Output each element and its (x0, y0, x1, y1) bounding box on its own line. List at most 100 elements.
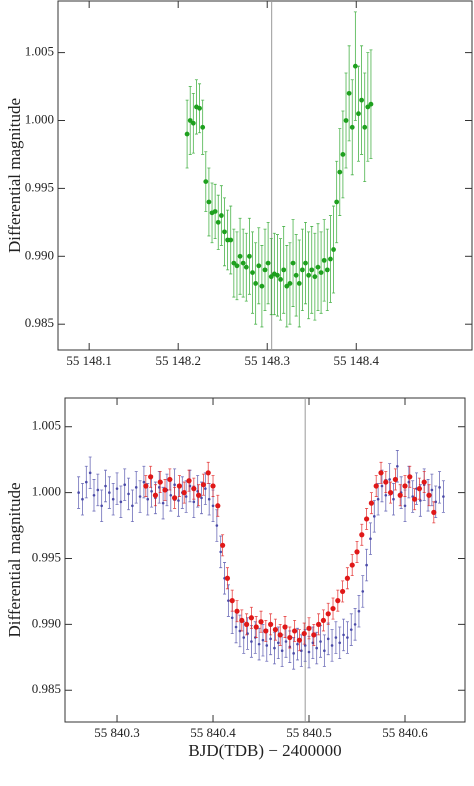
data-point (184, 495, 188, 498)
x-tick-label: 55 840.5 (286, 725, 332, 740)
data-point (325, 611, 331, 617)
data-point (115, 487, 119, 490)
data-point (353, 623, 357, 626)
data-point (293, 272, 299, 278)
data-point (230, 616, 234, 620)
data-point (257, 642, 261, 646)
data-point (307, 650, 311, 654)
data-point (239, 617, 245, 624)
data-point (265, 260, 271, 266)
data-point (335, 598, 341, 604)
data-point (243, 264, 249, 270)
data-point (430, 488, 434, 492)
data-point (167, 476, 173, 483)
data-point (407, 474, 413, 480)
data-point (323, 649, 326, 653)
data-point (356, 111, 361, 117)
data-point (142, 480, 146, 484)
data-point (215, 503, 221, 509)
data-point (237, 253, 243, 259)
data-point (426, 492, 432, 498)
data-point (368, 101, 374, 107)
y-tick-label: 1.005 (25, 44, 54, 59)
data-point (309, 267, 315, 273)
data-point (81, 497, 84, 501)
data-point (131, 504, 134, 508)
data-point (303, 644, 307, 647)
data-point (203, 179, 209, 185)
data-point (181, 490, 187, 496)
data-point (259, 283, 265, 289)
data-point (220, 542, 226, 548)
data-point (108, 491, 111, 494)
data-point (315, 646, 318, 650)
data-point (265, 644, 269, 647)
data-point (368, 500, 375, 506)
data-point (200, 482, 207, 488)
x-axis-label: BJD(TDB) − 2400000 (188, 741, 341, 760)
data-point (146, 497, 150, 501)
data-point (238, 629, 242, 633)
data-point (324, 267, 330, 273)
x-tick-label: 55 148.2 (155, 353, 201, 368)
data-point (292, 628, 298, 634)
data-point (244, 621, 250, 627)
data-point (247, 253, 252, 259)
data-point (248, 615, 255, 621)
y-tick-label: 0.995 (25, 179, 54, 194)
y-tick-label: 0.990 (25, 247, 54, 262)
data-point (111, 497, 115, 501)
y-tick-label: 1.000 (32, 484, 61, 499)
data-point (119, 500, 123, 504)
data-point (240, 260, 246, 266)
data-point (292, 652, 295, 655)
data-point (303, 260, 308, 266)
data-point (331, 247, 336, 252)
data-point (300, 649, 303, 653)
data-point (256, 263, 262, 269)
data-point (253, 624, 259, 630)
data-point (296, 281, 302, 286)
data-point (157, 479, 163, 485)
x-tick-label: 55 148.3 (244, 353, 290, 368)
x-tick-label: 55 148.4 (334, 353, 380, 368)
y-tick-label: 1.000 (25, 111, 54, 126)
data-point (127, 492, 130, 496)
data-point (273, 646, 276, 650)
data-point (197, 105, 202, 111)
data-point (434, 500, 438, 504)
data-point (262, 267, 268, 273)
y-tick-label: 1.005 (32, 418, 61, 433)
data-point (431, 509, 437, 515)
data-point (421, 479, 427, 485)
x-tick-label: 55 840.3 (94, 725, 140, 740)
data-point (334, 199, 340, 205)
data-point (388, 478, 391, 481)
x-tick-label: 55 840.4 (190, 725, 236, 740)
data-point (354, 549, 360, 555)
data-point (275, 272, 280, 278)
data-point (234, 263, 240, 269)
data-point (190, 120, 196, 126)
data-point (277, 632, 283, 638)
data-point (296, 637, 303, 643)
data-point (253, 281, 259, 286)
data-point (229, 598, 235, 604)
data-point (326, 637, 330, 641)
data-point (143, 483, 149, 489)
data-point (234, 625, 238, 629)
data-point (340, 588, 346, 595)
data-point (334, 636, 338, 639)
data-point (261, 638, 265, 642)
data-point (268, 274, 274, 280)
data-point (383, 479, 389, 485)
data-point (403, 504, 407, 508)
data-point (359, 97, 364, 103)
data-point (263, 628, 269, 634)
data-point (352, 63, 358, 69)
data-point (380, 484, 384, 488)
data-point (250, 640, 253, 643)
data-point (392, 476, 399, 483)
data-point (282, 624, 288, 630)
plot-frame (64, 397, 466, 723)
